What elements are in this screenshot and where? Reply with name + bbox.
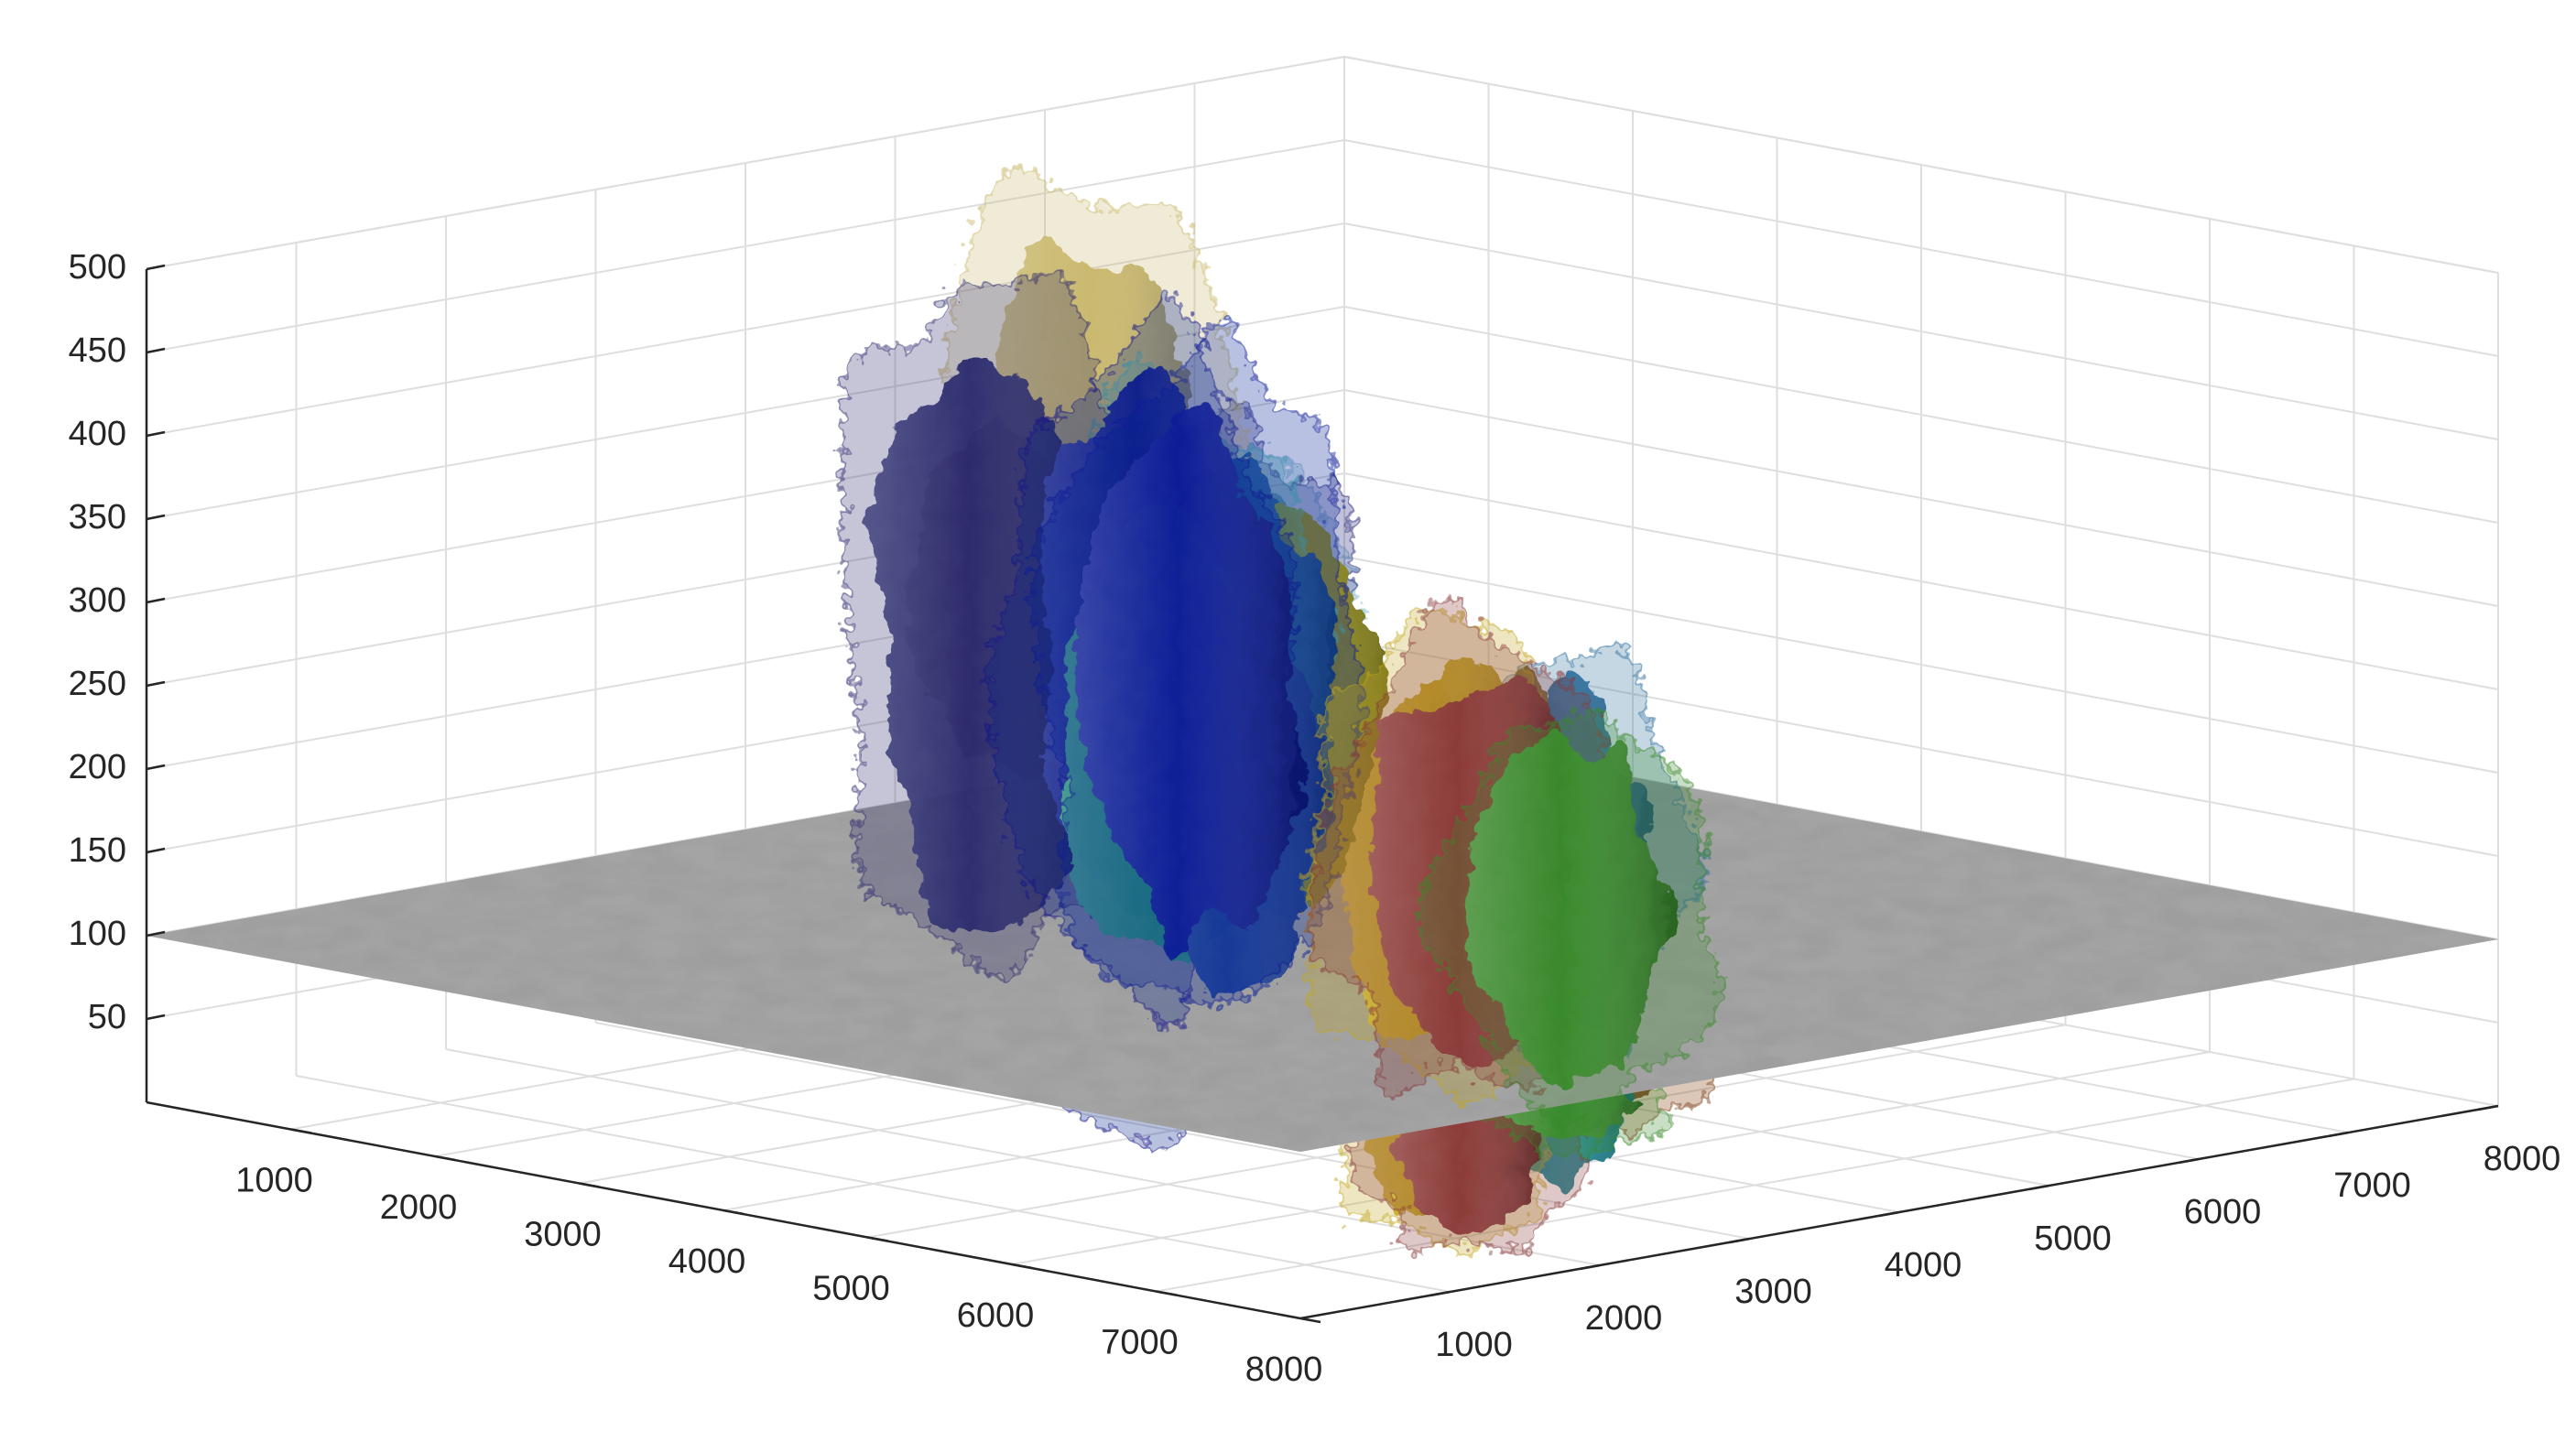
- x-tick-label: 5000: [812, 1270, 890, 1308]
- z-tick-label: 50: [88, 998, 126, 1036]
- z-tick-mark: [146, 597, 166, 604]
- y-tick-label: 4000: [1885, 1246, 1962, 1285]
- y-tick-mark: [2028, 1184, 2049, 1191]
- x-tick-label: 3000: [524, 1216, 602, 1254]
- z-tick-label: 150: [69, 831, 126, 870]
- y-tick-label: 1000: [1435, 1326, 1513, 1364]
- z-tick-mark: [146, 847, 166, 854]
- x-tick-label: 1000: [235, 1162, 313, 1200]
- x-tick-mark: [579, 1182, 600, 1188]
- y-tick-label: 8000: [2484, 1140, 2561, 1178]
- y-tick-label: 2000: [1585, 1299, 1663, 1338]
- y-tick-mark: [1579, 1263, 1601, 1271]
- x-tick-mark: [434, 1155, 456, 1162]
- y-tick-label: 6000: [2184, 1193, 2262, 1231]
- x-tick-label: 6000: [957, 1296, 1035, 1335]
- z-tick-mark: [146, 264, 166, 271]
- x-tick-mark: [1011, 1263, 1033, 1270]
- x-tick-label: 7000: [1101, 1324, 1179, 1362]
- y-tick-mark: [2477, 1104, 2499, 1111]
- z-tick-label: 450: [69, 331, 126, 370]
- y-tick-label: 5000: [2034, 1220, 2112, 1258]
- surface-mark: [1417, 706, 1723, 1129]
- x-tick-mark: [290, 1128, 311, 1134]
- x-tick-label: 8000: [1245, 1350, 1323, 1389]
- z-tick-label: 300: [69, 581, 126, 620]
- y-tick-label: 7000: [2333, 1166, 2411, 1205]
- gridline: [1156, 1078, 2354, 1293]
- surface-shading: [1467, 732, 1678, 1088]
- surface-shading: [1074, 404, 1305, 957]
- x-tick-mark: [723, 1209, 745, 1216]
- x-tick-mark: [867, 1236, 888, 1242]
- y-tick-mark: [1429, 1290, 1451, 1297]
- gridline: [1011, 1051, 2211, 1265]
- z-tick-mark: [146, 430, 166, 438]
- z-tick-label: 350: [69, 498, 126, 537]
- z-tick-label: 250: [69, 665, 126, 703]
- y-tick-label: 3000: [1734, 1273, 1812, 1311]
- x-tick-mark: [1299, 1317, 1321, 1324]
- z-tick-mark: [146, 764, 166, 771]
- z-tick-label: 100: [69, 915, 126, 953]
- z-tick-label: 200: [69, 748, 126, 786]
- z-tick-mark: [146, 1014, 166, 1021]
- z-tick-mark: [146, 514, 166, 521]
- z-tick-label: 400: [69, 415, 126, 453]
- y-tick-mark: [1878, 1210, 1900, 1218]
- x-tick-label: 4000: [668, 1242, 746, 1281]
- x-tick-label: 2000: [380, 1188, 458, 1227]
- y-tick-mark: [2328, 1131, 2349, 1138]
- x-tick-mark: [1156, 1290, 1177, 1296]
- z-tick-mark: [146, 680, 166, 688]
- y-tick-mark: [1729, 1237, 1750, 1244]
- surface-mark: [1029, 319, 1364, 1006]
- z-tick-label: 500: [69, 248, 126, 287]
- z-tick-mark: [146, 930, 166, 938]
- z-tick-mark: [146, 347, 166, 354]
- y-tick-mark: [2178, 1157, 2200, 1165]
